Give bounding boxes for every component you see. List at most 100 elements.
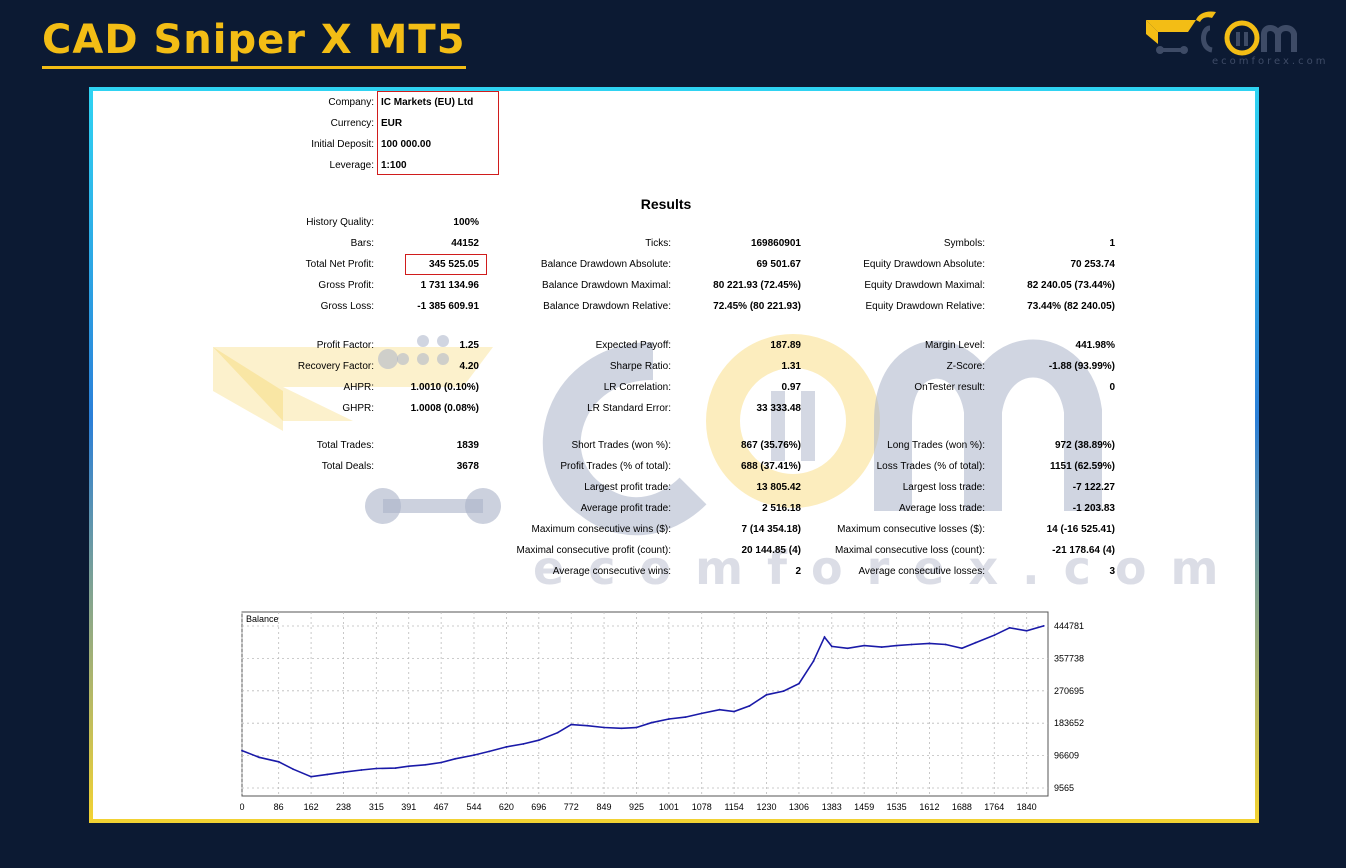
chart-x-tick-label: 162 (304, 802, 319, 812)
balance-data-point (782, 690, 785, 692)
chart-title: Balance (246, 614, 279, 624)
result-row-label: Largest loss trade: (902, 482, 985, 493)
result-row-value: 1 731 134.96 (420, 280, 479, 291)
chart-y-tick-label: 444781 (1054, 621, 1084, 631)
result-row-label: LR Standard Error: (587, 403, 671, 414)
result-row-label: Maximal consecutive profit (count): (516, 545, 671, 556)
result-row-value: 3678 (456, 461, 479, 472)
balance-data-point (812, 660, 815, 663)
result-row-label: Largest profit trade: (584, 482, 671, 493)
balance-data-point (1042, 625, 1045, 627)
result-row-label: Total Trades: (316, 440, 374, 451)
result-row-value: 80 221.93 (72.45%) (713, 280, 801, 291)
result-row-label: Loss Trades (% of total): (876, 461, 985, 472)
result-row-label: Gross Profit: (318, 280, 374, 291)
result-row-value: -21 178.64 (4) (1052, 545, 1115, 556)
balance-data-point (650, 721, 653, 724)
balance-data-point (830, 645, 833, 648)
balance-data-point (258, 756, 260, 759)
chart-y-tick-label: 183652 (1054, 718, 1084, 728)
result-row-value: 82 240.05 (73.44%) (1027, 280, 1115, 291)
balance-data-point (522, 743, 525, 745)
result-row-value: 867 (35.76%) (740, 440, 801, 451)
result-row-value: 14 (-16 525.41) (1046, 524, 1115, 535)
balance-data-point (700, 712, 703, 715)
result-row-value: 1.0008 (0.08%) (410, 403, 479, 414)
balance-data-point (473, 754, 475, 756)
result-row-value: -1.88 (93.99%) (1048, 361, 1115, 372)
result-row-label: Average consecutive wins: (552, 566, 671, 577)
balance-data-point (424, 763, 427, 766)
balance-data-point (537, 739, 540, 742)
result-row-value: 1 (1109, 238, 1115, 249)
balance-data-point (1008, 626, 1011, 629)
result-row-value: -1 203.83 (1072, 503, 1115, 514)
result-row-label: Gross Loss: (320, 301, 374, 312)
result-row-value: 345 525.05 (428, 259, 479, 270)
net-profit-highlight-box (405, 254, 487, 275)
result-row-label: GHPR: (342, 403, 374, 414)
balance-data-point (846, 647, 849, 650)
balance-data-point (718, 708, 721, 711)
result-row-value: 73.44% (82 240.05) (1027, 301, 1115, 312)
balance-data-point (880, 646, 883, 649)
result-row-label: Equity Drawdown Maximal: (864, 280, 985, 291)
result-row-value: 7 (14 354.18) (741, 524, 802, 535)
report-frame: ecomforex.com Company: IC Markets (EU) Lt… (89, 87, 1259, 823)
result-row-value: 1.31 (781, 361, 801, 372)
result-row-label: Long Trades (won %): (887, 440, 985, 451)
chart-x-tick-label: 1764 (984, 802, 1004, 812)
result-row-value: 72.45% (80 221.93) (713, 301, 801, 312)
chart-x-tick-label: 238 (336, 802, 351, 812)
result-row-value: 20 144.85 (4) (741, 545, 802, 556)
result-row-value: 70 253.74 (1070, 259, 1116, 270)
balance-data-point (1025, 629, 1028, 632)
result-row-value: 2 516.18 (762, 503, 801, 514)
result-row-value: 33 333.48 (756, 403, 802, 414)
ecomforex-logo (1146, 11, 1297, 56)
balance-data-point (394, 767, 397, 770)
result-row-label: Bars: (350, 238, 374, 249)
balance-data-point (454, 757, 457, 760)
result-row-value: 187.89 (770, 340, 801, 351)
result-row-label: AHPR: (343, 382, 374, 393)
result-row-value: 44152 (451, 238, 479, 249)
result-row-label: Profit Trades (% of total): (560, 461, 671, 472)
chart-x-tick-label: 1612 (919, 802, 939, 812)
balance-data-point (310, 775, 312, 778)
chart-y-tick-label: 357738 (1054, 653, 1084, 663)
result-row-value: 0 (1109, 382, 1115, 393)
balance-data-point (375, 767, 378, 770)
result-row-label: LR Correlation: (603, 382, 671, 393)
balance-data-point (292, 768, 295, 771)
balance-data-point (488, 750, 491, 753)
result-row-label: Short Trades (won %): (571, 440, 671, 451)
result-row-value: 169860901 (750, 238, 801, 249)
result-row-label: Average loss trade: (899, 503, 985, 514)
balance-data-point (928, 642, 931, 645)
chart-x-tick-label: 1688 (952, 802, 972, 812)
balance-data-point (765, 693, 768, 696)
result-row-label: History Quality: (306, 217, 374, 228)
result-row-value: -1 385 609.91 (417, 301, 479, 312)
account-row-value: 100 000.00 (381, 139, 432, 150)
result-row-value: -7 122.27 (1072, 482, 1115, 493)
result-row-label: Recovery Factor: (297, 361, 374, 372)
balance-data-point (603, 726, 605, 729)
balance-data-point (326, 773, 329, 776)
result-row-label: Equity Drawdown Relative: (865, 301, 986, 312)
balance-data-point (974, 641, 977, 644)
chart-x-tick-label: 467 (434, 802, 449, 812)
result-row-value: 1.0010 (0.10%) (410, 382, 479, 393)
result-row-label: Expected Payoff: (595, 340, 671, 351)
result-row-label: Equity Drawdown Absolute: (863, 259, 985, 270)
result-row-label: OnTester result: (914, 382, 985, 393)
strategy-tester-report: ecomforex.com Company: IC Markets (EU) Lt… (93, 91, 1255, 819)
balance-data-point (586, 724, 589, 727)
watermark-text: ecomforex.com (533, 541, 1243, 595)
result-row-label: Average consecutive losses: (858, 566, 985, 577)
balance-data-point (277, 760, 280, 763)
balance-data-point (360, 769, 363, 771)
chart-x-tick-label: 1459 (854, 802, 874, 812)
chart-y-tick-label: 270695 (1054, 686, 1084, 696)
